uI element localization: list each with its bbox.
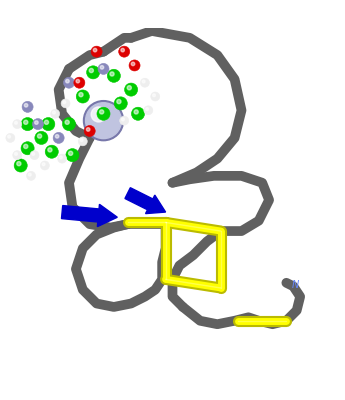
Circle shape — [98, 63, 109, 74]
Circle shape — [66, 79, 69, 83]
Circle shape — [110, 72, 114, 76]
Circle shape — [52, 111, 56, 114]
Circle shape — [66, 148, 79, 162]
Circle shape — [45, 145, 58, 158]
Circle shape — [151, 92, 160, 101]
Circle shape — [28, 173, 31, 176]
Circle shape — [34, 121, 38, 124]
Circle shape — [24, 144, 28, 148]
Circle shape — [114, 97, 127, 110]
Circle shape — [76, 90, 89, 103]
Circle shape — [58, 154, 67, 163]
Circle shape — [63, 101, 66, 104]
Circle shape — [140, 78, 149, 87]
Circle shape — [86, 103, 121, 138]
Circle shape — [100, 110, 104, 114]
Circle shape — [80, 139, 83, 142]
Circle shape — [14, 159, 27, 172]
Circle shape — [91, 107, 106, 122]
Circle shape — [86, 128, 90, 131]
Circle shape — [91, 46, 102, 57]
Circle shape — [146, 108, 149, 110]
Circle shape — [76, 79, 80, 83]
Circle shape — [100, 66, 104, 69]
Circle shape — [35, 131, 48, 144]
Circle shape — [32, 118, 43, 130]
Circle shape — [93, 48, 97, 52]
Circle shape — [32, 152, 35, 155]
Circle shape — [21, 142, 34, 155]
Circle shape — [152, 94, 156, 97]
Circle shape — [53, 132, 64, 144]
FancyArrow shape — [61, 204, 117, 227]
Circle shape — [27, 171, 36, 180]
Circle shape — [45, 120, 49, 124]
Circle shape — [131, 62, 135, 66]
Circle shape — [6, 134, 15, 142]
Circle shape — [13, 151, 22, 160]
Circle shape — [55, 134, 59, 138]
Circle shape — [78, 137, 87, 146]
Circle shape — [65, 120, 69, 124]
Circle shape — [24, 120, 28, 124]
Circle shape — [13, 120, 22, 128]
Circle shape — [97, 107, 110, 120]
Circle shape — [61, 99, 70, 108]
Circle shape — [83, 101, 124, 141]
Circle shape — [87, 66, 100, 79]
Circle shape — [129, 60, 140, 71]
Circle shape — [51, 109, 60, 118]
Circle shape — [30, 151, 39, 160]
Circle shape — [120, 116, 129, 125]
Circle shape — [131, 107, 145, 120]
Circle shape — [74, 77, 85, 88]
Circle shape — [107, 69, 120, 82]
Circle shape — [14, 152, 18, 155]
Circle shape — [84, 126, 95, 136]
Circle shape — [119, 46, 130, 57]
Circle shape — [144, 106, 153, 115]
Circle shape — [59, 156, 62, 159]
Circle shape — [38, 134, 42, 138]
Circle shape — [22, 101, 33, 112]
Circle shape — [8, 135, 11, 138]
Circle shape — [63, 77, 75, 88]
Circle shape — [125, 83, 138, 96]
Circle shape — [121, 118, 125, 121]
Circle shape — [42, 118, 55, 131]
Circle shape — [17, 162, 21, 166]
FancyArrow shape — [125, 188, 166, 214]
Circle shape — [142, 80, 145, 83]
Circle shape — [42, 163, 45, 166]
Circle shape — [69, 151, 73, 156]
Circle shape — [89, 68, 93, 73]
Circle shape — [48, 148, 52, 152]
Circle shape — [14, 122, 18, 124]
Circle shape — [62, 118, 76, 131]
Circle shape — [40, 161, 49, 170]
Circle shape — [21, 118, 34, 131]
Text: N: N — [292, 280, 299, 290]
Circle shape — [134, 110, 138, 114]
Circle shape — [24, 104, 28, 107]
Circle shape — [117, 100, 121, 104]
Circle shape — [127, 86, 131, 90]
Circle shape — [121, 48, 125, 52]
Circle shape — [79, 92, 83, 97]
